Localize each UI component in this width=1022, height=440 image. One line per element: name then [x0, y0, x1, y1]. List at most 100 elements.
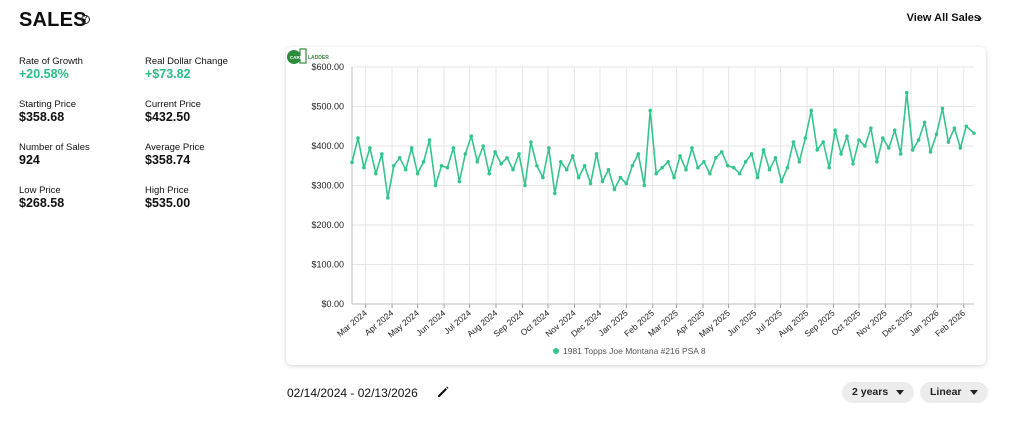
data-point — [972, 131, 976, 135]
data-point — [606, 167, 611, 172]
data-point — [666, 160, 670, 164]
data-point — [564, 167, 569, 172]
data-point — [755, 175, 760, 180]
data-point — [678, 154, 682, 158]
data-point — [892, 128, 897, 132]
data-point — [934, 132, 939, 136]
info-icon[interactable]: ? — [81, 15, 90, 24]
data-point — [570, 154, 575, 158]
data-point — [505, 156, 509, 160]
stat-label: Rate of Growth — [19, 56, 83, 67]
logo-text-top: CARD — [290, 55, 304, 60]
x-tick-label: Feb 2026 — [933, 308, 967, 339]
y-tick-label: $500.00 — [311, 102, 344, 112]
data-point — [779, 179, 784, 184]
caret-down-icon — [896, 389, 905, 395]
data-point — [594, 152, 599, 156]
x-tick-label: Mar 2024 — [335, 308, 369, 339]
data-point — [451, 146, 456, 150]
stat-label: Starting Price — [19, 99, 77, 110]
data-point — [922, 120, 927, 125]
data-point — [761, 148, 766, 152]
data-point — [588, 181, 593, 186]
stat-rate-of-growth: Rate of Growth +20.58% — [19, 56, 139, 81]
y-tick-label: $600.00 — [311, 62, 344, 72]
data-point — [791, 140, 796, 144]
data-point — [749, 152, 754, 156]
data-point — [654, 171, 658, 176]
stat-value: $268.58 — [19, 196, 65, 210]
data-point — [767, 167, 772, 172]
data-point — [958, 146, 963, 150]
data-point — [857, 138, 861, 142]
data-point — [475, 160, 480, 164]
data-point — [898, 152, 903, 156]
data-point — [535, 163, 539, 168]
data-point — [875, 160, 879, 164]
data-point — [702, 160, 706, 164]
data-point — [558, 160, 563, 164]
legend-swatch — [553, 348, 559, 354]
data-point — [409, 146, 414, 150]
stat-value: +20.58% — [19, 67, 69, 81]
period-dropdown-label: 2 years — [852, 386, 889, 398]
data-point — [940, 106, 945, 111]
stat-starting-price: Starting Price $358.68 — [19, 99, 139, 124]
data-point — [863, 144, 867, 148]
data-point — [511, 167, 515, 172]
data-point — [886, 146, 891, 150]
period-dropdown[interactable]: 2 years — [842, 382, 915, 403]
data-point — [815, 148, 820, 152]
data-point — [552, 191, 557, 196]
data-point — [457, 179, 462, 184]
caret-down-icon — [969, 389, 978, 395]
data-point — [743, 160, 748, 164]
data-point — [845, 134, 849, 138]
card-ladder-logo: CARD LADDER — [287, 48, 329, 64]
chevron-right-icon[interactable]: › — [977, 10, 982, 25]
data-point — [946, 140, 951, 144]
data-point — [547, 146, 551, 150]
stat-value: $535.00 — [145, 196, 191, 210]
stat-real-dollar-change: Real Dollar Change +$73.82 — [145, 56, 265, 81]
data-point — [624, 181, 629, 186]
data-point — [427, 138, 432, 142]
data-point — [737, 171, 742, 176]
data-point — [797, 160, 802, 164]
data-point — [785, 165, 790, 170]
stat-value: +$73.82 — [145, 67, 191, 81]
stat-label: Number of Sales — [19, 142, 90, 153]
stat-number-of-sales: Number of Sales 924 — [19, 142, 139, 167]
x-tick-label: Jun 2025 — [725, 308, 758, 338]
data-point — [445, 165, 450, 170]
data-point — [541, 175, 545, 180]
data-point — [708, 171, 712, 176]
y-tick-label: $100.00 — [311, 260, 344, 270]
data-point — [433, 183, 438, 188]
data-point — [582, 163, 587, 168]
sales-line-chart[interactable]: $0.00 $100.00 $200.00 $300.00 $400.00 $500.00… — [286, 47, 986, 365]
x-tick-label: Jun 2024 — [414, 308, 447, 338]
y-tick-label: $200.00 — [311, 220, 344, 230]
data-point — [421, 160, 426, 164]
data-point — [719, 150, 724, 154]
data-point — [964, 124, 969, 129]
data-point — [529, 140, 533, 144]
pencil-icon[interactable] — [436, 385, 450, 399]
sales-chart-card: $0.00 $100.00 $200.00 $300.00 $400.00 $500.00… — [286, 47, 986, 365]
data-point — [714, 156, 718, 160]
data-point — [904, 90, 909, 95]
scale-dropdown[interactable]: Linear — [920, 382, 988, 403]
view-all-sales-link[interactable]: View All Sales — [906, 12, 980, 24]
data-point — [642, 183, 647, 188]
stat-label: High Price — [145, 185, 189, 196]
stat-label: Average Price — [145, 142, 205, 153]
scale-dropdown-label: Linear — [930, 386, 962, 398]
data-point — [499, 161, 503, 166]
data-point — [368, 146, 372, 150]
data-point — [869, 126, 873, 131]
stat-label: Low Price — [19, 185, 61, 196]
data-point — [803, 136, 808, 140]
stat-value: $358.74 — [145, 153, 191, 167]
stat-label: Current Price — [145, 99, 201, 110]
